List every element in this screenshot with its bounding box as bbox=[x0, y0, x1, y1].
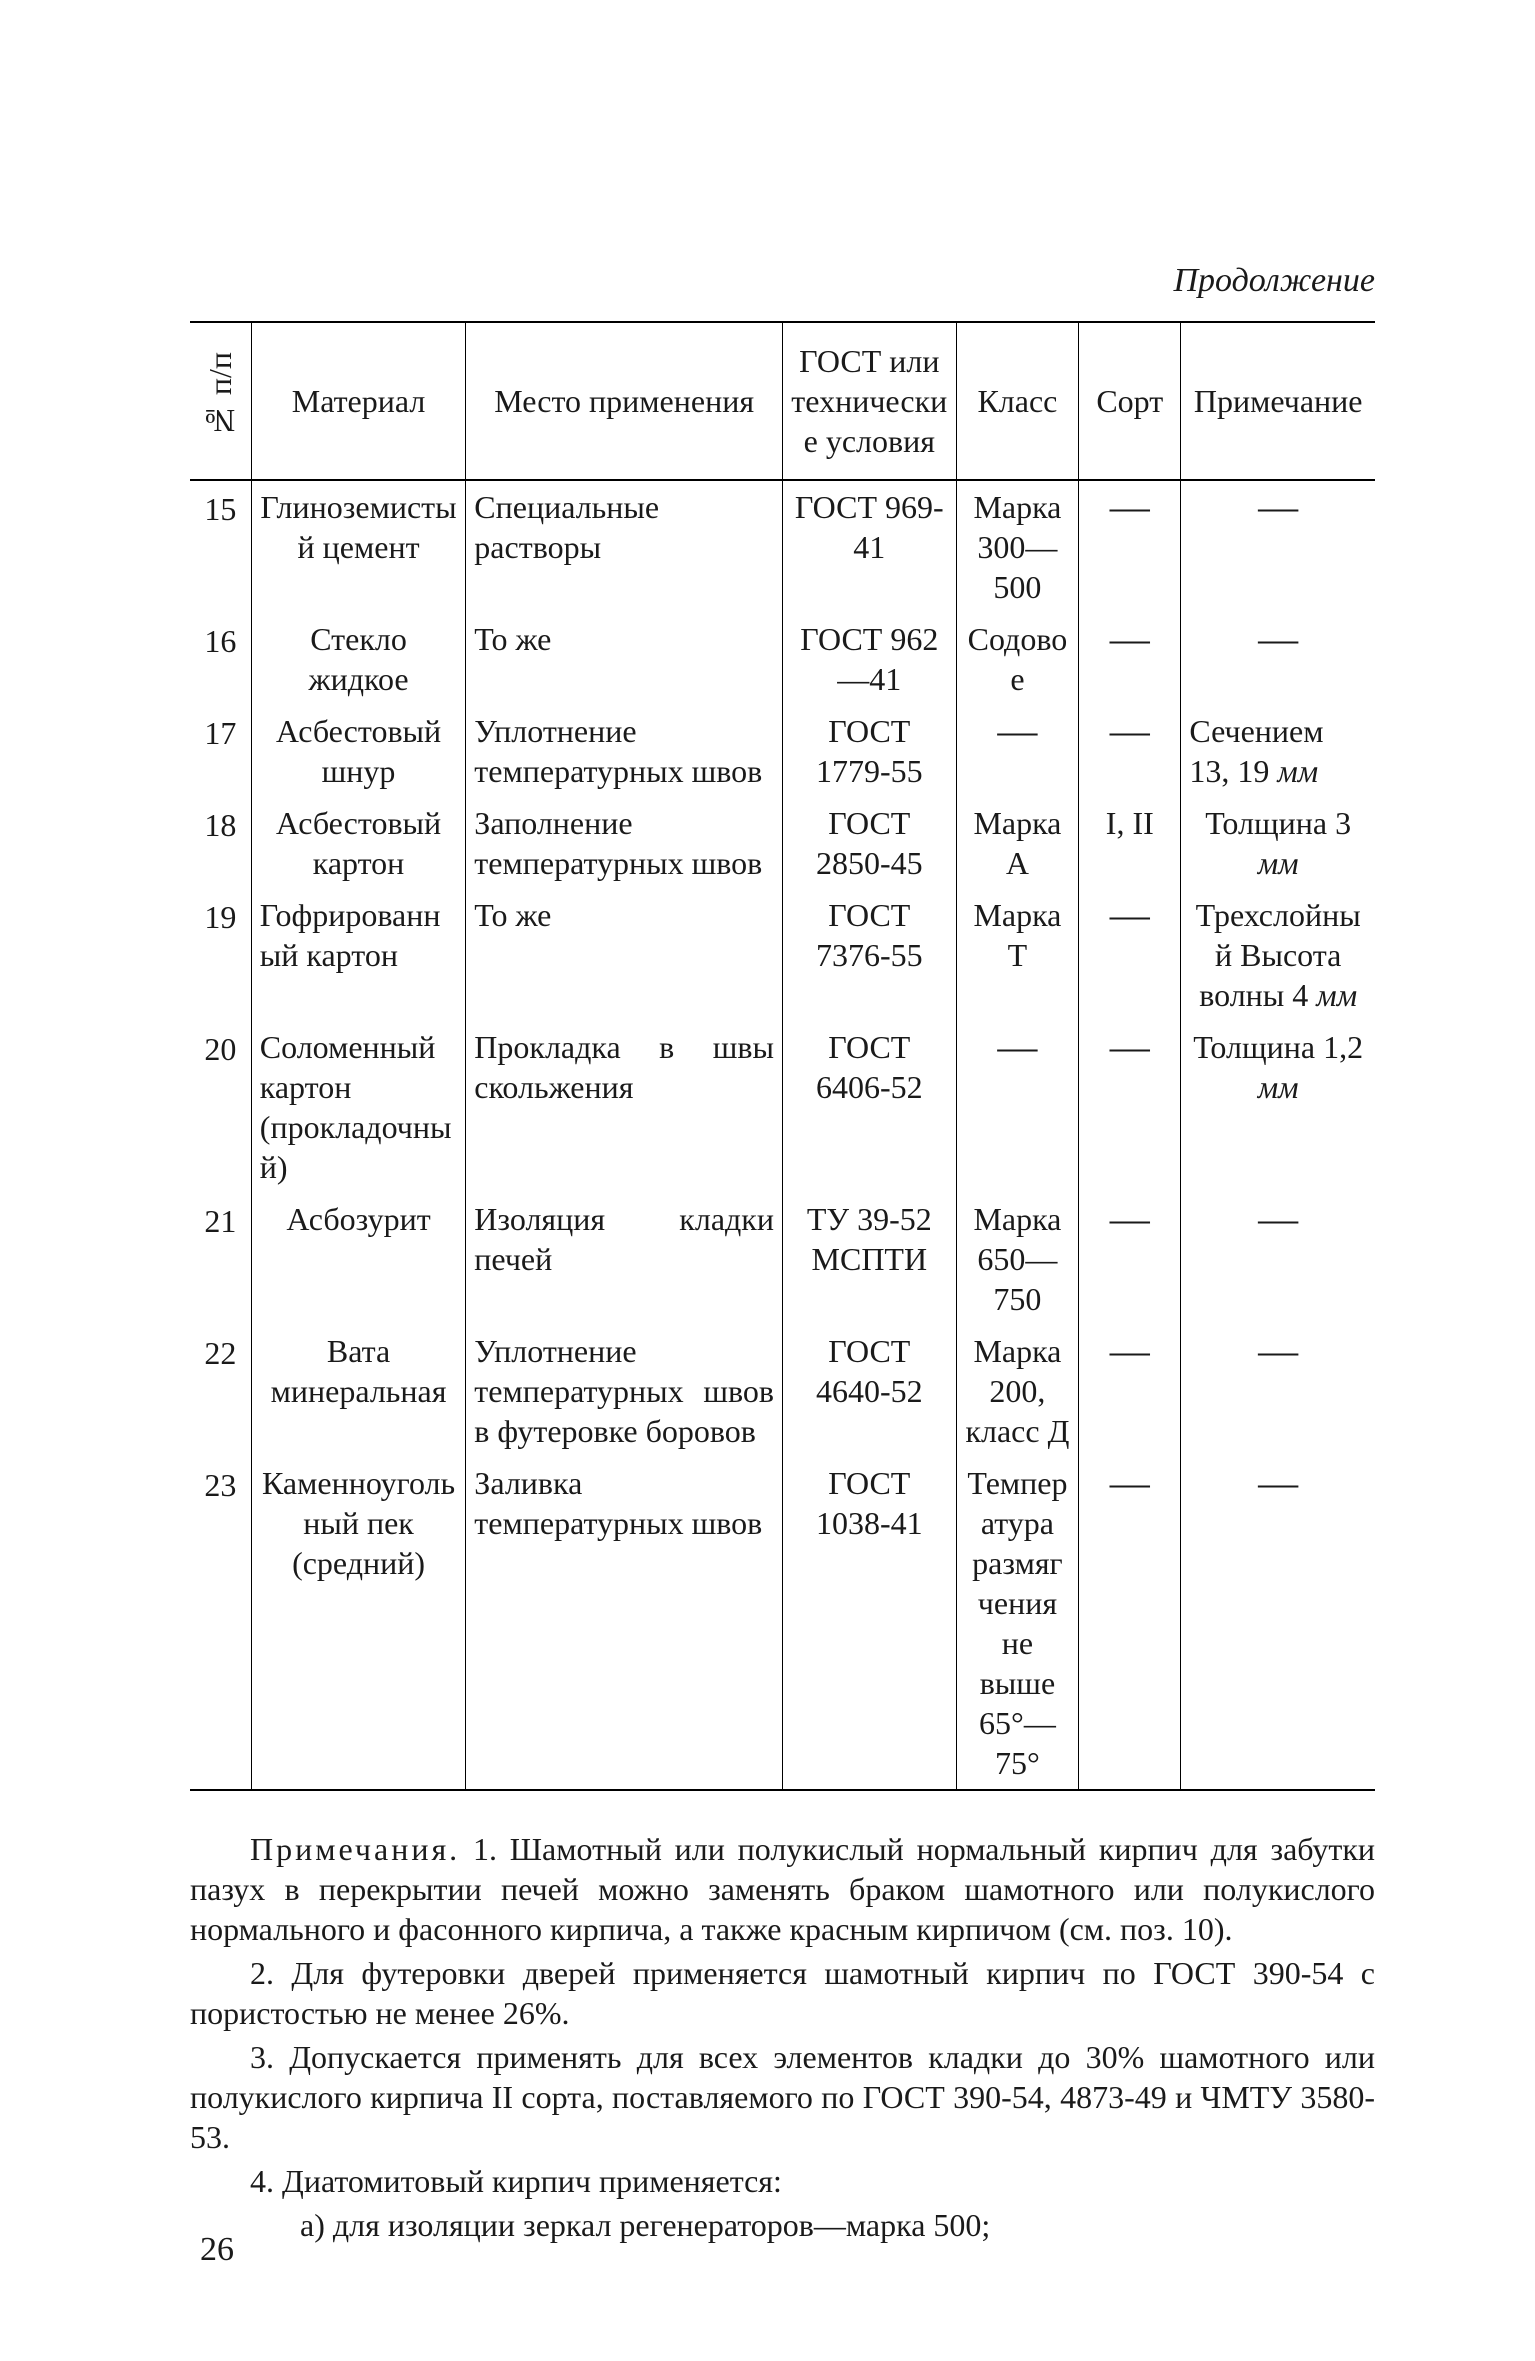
cell-gost: ТУ 39-52 МСПТИ bbox=[782, 1193, 956, 1325]
cell-use: Заливка температурных швов bbox=[466, 1457, 783, 1790]
cell-note: — bbox=[1181, 613, 1375, 705]
cell-class: Температура размягчения не выше 65°—75° bbox=[956, 1457, 1079, 1790]
cell-gost: ГОСТ 2850-45 bbox=[782, 797, 956, 889]
cell-class: Марка 300—500 bbox=[956, 480, 1079, 613]
note-4a: а) для изоляции зеркал регенераторов—мар… bbox=[190, 2205, 1375, 2245]
cell-note: — bbox=[1181, 1193, 1375, 1325]
table-row: 15 Глиноземистый цемент Специальные раст… bbox=[190, 480, 1375, 613]
cell-mat: Соломенный картон (прокладочный) bbox=[251, 1021, 466, 1193]
cell-class: Марка Т bbox=[956, 889, 1079, 1021]
cell-use: Специальные растворы bbox=[466, 480, 783, 613]
cell-use: То же bbox=[466, 889, 783, 1021]
cell-sort: — bbox=[1079, 705, 1181, 797]
cell-class: Содовое bbox=[956, 613, 1079, 705]
cell-mat: Асбестовый шнур bbox=[251, 705, 466, 797]
table-row: 22 Вата минеральная Уплотнение температу… bbox=[190, 1325, 1375, 1457]
cell-mat: Каменноугольный пек (средний) bbox=[251, 1457, 466, 1790]
cell-num: 23 bbox=[190, 1457, 251, 1790]
table-row: 23 Каменноугольный пек (средний) Заливка… bbox=[190, 1457, 1375, 1790]
cell-gost: ГОСТ 6406-52 bbox=[782, 1021, 956, 1193]
cell-note: — bbox=[1181, 1457, 1375, 1790]
cell-num: 22 bbox=[190, 1325, 251, 1457]
materials-table: № п/п Материал Место применения ГОСТ или… bbox=[190, 321, 1375, 1791]
cell-use: Прокладка в швы скольжения bbox=[466, 1021, 783, 1193]
cell-use: Уплотнение температурных швов bbox=[466, 705, 783, 797]
col-class: Класс bbox=[956, 322, 1079, 480]
cell-mat: Гофрированный картон bbox=[251, 889, 466, 1021]
cell-num: 20 bbox=[190, 1021, 251, 1193]
page-number: 26 bbox=[200, 2229, 234, 2272]
cell-use: Изоляция кладки печей bbox=[466, 1193, 783, 1325]
cell-mat: Асбестовый картон bbox=[251, 797, 466, 889]
cell-num: 15 bbox=[190, 480, 251, 613]
cell-gost: ГОСТ 962—41 bbox=[782, 613, 956, 705]
cell-sort: I, II bbox=[1079, 797, 1181, 889]
table-header-row: № п/п Материал Место применения ГОСТ или… bbox=[190, 322, 1375, 480]
cell-num: 21 bbox=[190, 1193, 251, 1325]
cell-num: 19 bbox=[190, 889, 251, 1021]
table-row: 18 Асбестовый картон Заполнение температ… bbox=[190, 797, 1375, 889]
table-row: 16 Стекло жидкое То же ГОСТ 962—41 Содов… bbox=[190, 613, 1375, 705]
cell-num: 16 bbox=[190, 613, 251, 705]
table-row: 20 Соломенный картон (прокладочный) Прок… bbox=[190, 1021, 1375, 1193]
table-row: 21 Асбозурит Изоляция кладки печей ТУ 39… bbox=[190, 1193, 1375, 1325]
cell-gost: ГОСТ 7376-55 bbox=[782, 889, 956, 1021]
cell-class: Марка А bbox=[956, 797, 1079, 889]
cell-sort: — bbox=[1079, 613, 1181, 705]
cell-sort: — bbox=[1079, 1193, 1181, 1325]
col-sort: Сорт bbox=[1079, 322, 1181, 480]
page: Продолжение № п/п Материал Место примене… bbox=[0, 0, 1535, 2361]
col-num: № п/п bbox=[190, 322, 251, 480]
cell-sort: — bbox=[1079, 480, 1181, 613]
cell-sort: — bbox=[1079, 1457, 1181, 1790]
cell-mat: Вата минеральная bbox=[251, 1325, 466, 1457]
cell-note: — bbox=[1181, 1325, 1375, 1457]
cell-sort: — bbox=[1079, 1021, 1181, 1193]
cell-mat: Глиноземистый цемент bbox=[251, 480, 466, 613]
cell-note: Толщина 1,2 мм bbox=[1181, 1021, 1375, 1193]
col-material: Материал bbox=[251, 322, 466, 480]
cell-class: — bbox=[956, 1021, 1079, 1193]
cell-class: — bbox=[956, 705, 1079, 797]
cell-note: Толщина 3 мм bbox=[1181, 797, 1375, 889]
cell-class: Марка 200, класс Д bbox=[956, 1325, 1079, 1457]
cell-note: Трехслойный Высота волны 4 мм bbox=[1181, 889, 1375, 1021]
col-gost: ГОСТ или технические условия bbox=[782, 322, 956, 480]
cell-gost: ГОСТ 1779-55 bbox=[782, 705, 956, 797]
cell-class: Марка 650—750 bbox=[956, 1193, 1079, 1325]
cell-gost: ГОСТ 969-41 bbox=[782, 480, 956, 613]
note-3: 3. Допускается применять для всех элемен… bbox=[190, 2037, 1375, 2157]
cell-sort: — bbox=[1079, 1325, 1181, 1457]
note-4: 4. Диатомитовый кирпич применяется: bbox=[190, 2161, 1375, 2201]
cell-sort: — bbox=[1079, 889, 1181, 1021]
cell-use: То же bbox=[466, 613, 783, 705]
col-use: Место применения bbox=[466, 322, 783, 480]
table-row: 19 Гофрированный картон То же ГОСТ 7376-… bbox=[190, 889, 1375, 1021]
cell-use: Уплотнение температурных швов в футеровк… bbox=[466, 1325, 783, 1457]
cell-mat: Асбозурит bbox=[251, 1193, 466, 1325]
note-1: Примечания. 1. Шамотный или полукислый н… bbox=[190, 1829, 1375, 1949]
cell-mat: Стекло жидкое bbox=[251, 613, 466, 705]
notes-block: Примечания. 1. Шамотный или полукислый н… bbox=[190, 1829, 1375, 2245]
col-note: Примечание bbox=[1181, 322, 1375, 480]
cell-note: — bbox=[1181, 480, 1375, 613]
cell-num: 18 bbox=[190, 797, 251, 889]
note-2: 2. Для футеровки дверей применяется шамо… bbox=[190, 1953, 1375, 2033]
table-row: 17 Асбестовый шнур Уплотнение температур… bbox=[190, 705, 1375, 797]
cell-gost: ГОСТ 4640-52 bbox=[782, 1325, 956, 1457]
cell-use: Заполнение температурных швов bbox=[466, 797, 783, 889]
cell-note: Сечением 13, 19 мм bbox=[1181, 705, 1375, 797]
continuation-label: Продолжение bbox=[190, 260, 1375, 303]
cell-gost: ГОСТ 1038-41 bbox=[782, 1457, 956, 1790]
cell-num: 17 bbox=[190, 705, 251, 797]
